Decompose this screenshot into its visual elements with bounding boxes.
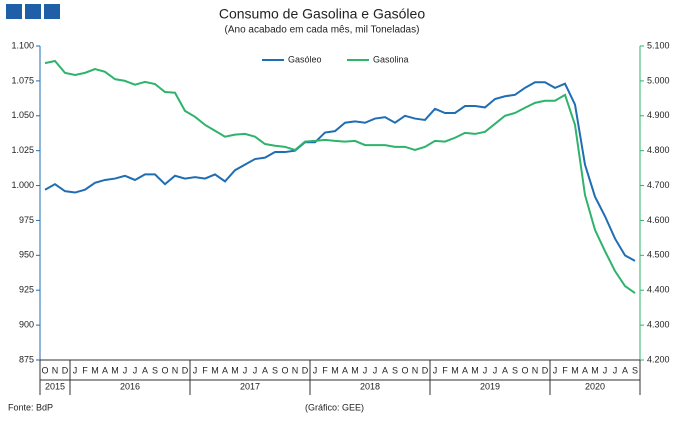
legend-label: Gasolina (373, 54, 409, 64)
x-tick-label: O (161, 365, 168, 375)
y-tick-label: 875 (19, 354, 34, 364)
x-tick-label: D (542, 365, 549, 375)
x-tick-label: J (133, 365, 138, 375)
year-label: 2019 (480, 381, 500, 391)
x-tick-label: J (123, 365, 128, 375)
x-tick-label: J (73, 365, 78, 375)
year-label: 2020 (585, 381, 605, 391)
y2-tick-label: 4.900 (647, 110, 670, 120)
x-tick-label: A (582, 365, 588, 375)
x-tick-label: A (462, 365, 468, 375)
x-tick-label: S (152, 365, 158, 375)
x-tick-label: D (422, 365, 429, 375)
x-tick-label: N (292, 365, 299, 375)
chart-subtitle: (Ano acabado em cada mês, mil Toneladas) (225, 25, 420, 36)
y2-tick-label: 5.100 (647, 40, 670, 50)
credit: (Gráfico: GEE) (305, 402, 364, 412)
x-tick-label: J (243, 365, 248, 375)
x-tick-label: O (41, 365, 48, 375)
x-tick-label: N (412, 365, 419, 375)
x-tick-label: A (222, 365, 228, 375)
x-tick-label: M (331, 365, 339, 375)
y2-tick-label: 5.000 (647, 75, 670, 85)
x-tick-label: S (512, 365, 518, 375)
y-tick-label: 1.000 (11, 180, 34, 190)
x-tick-label: M (111, 365, 119, 375)
year-label: 2018 (360, 381, 380, 391)
x-tick-label: A (142, 365, 148, 375)
x-tick-label: J (483, 365, 488, 375)
x-tick-label: J (253, 365, 258, 375)
x-tick-label: J (373, 365, 378, 375)
x-tick-label: O (281, 365, 288, 375)
x-tick-label: J (553, 365, 558, 375)
y-tick-label: 1.075 (11, 75, 34, 85)
series-line (44, 59, 636, 294)
y2-tick-label: 4.400 (647, 285, 670, 295)
x-tick-label: O (521, 365, 528, 375)
logo-block (25, 4, 41, 19)
y-tick-label: 1.025 (11, 145, 34, 155)
x-tick-label: F (82, 365, 88, 375)
x-tick-label: M (591, 365, 599, 375)
y2-tick-label: 4.800 (647, 145, 670, 155)
y2-tick-label: 4.300 (647, 319, 670, 329)
x-tick-label: M (91, 365, 99, 375)
x-tick-label: A (342, 365, 348, 375)
y2-tick-label: 4.500 (647, 250, 670, 260)
year-label: 2017 (240, 381, 260, 391)
logo-block (44, 4, 60, 19)
x-tick-label: N (172, 365, 179, 375)
x-tick-label: D (302, 365, 309, 375)
x-tick-label: F (562, 365, 568, 375)
y-tick-label: 1.050 (11, 110, 34, 120)
x-tick-label: A (102, 365, 108, 375)
x-tick-label: J (613, 365, 618, 375)
x-tick-label: N (52, 365, 59, 375)
legend-label: Gasóleo (288, 54, 322, 64)
y-tick-label: 950 (19, 250, 34, 260)
x-tick-label: J (313, 365, 318, 375)
y2-tick-label: 4.200 (647, 354, 670, 364)
y-tick-label: 925 (19, 285, 34, 295)
x-tick-label: D (182, 365, 189, 375)
y-tick-label: 900 (19, 319, 34, 329)
x-tick-label: J (433, 365, 438, 375)
y2-tick-label: 4.600 (647, 215, 670, 225)
x-tick-label: A (502, 365, 508, 375)
x-tick-label: M (571, 365, 579, 375)
x-tick-label: A (622, 365, 628, 375)
series-line (44, 81, 636, 262)
x-tick-label: S (272, 365, 278, 375)
x-tick-label: A (382, 365, 388, 375)
x-tick-label: M (471, 365, 479, 375)
y2-tick-label: 4.700 (647, 180, 670, 190)
x-tick-label: M (351, 365, 359, 375)
x-tick-label: N (532, 365, 539, 375)
x-tick-label: M (231, 365, 239, 375)
year-label: 2016 (120, 381, 140, 391)
x-tick-label: D (62, 365, 69, 375)
x-tick-label: F (442, 365, 448, 375)
x-tick-label: S (392, 365, 398, 375)
x-tick-label: J (493, 365, 498, 375)
x-tick-label: J (363, 365, 368, 375)
source: Fonte: BdP (8, 402, 53, 412)
y-tick-label: 975 (19, 215, 34, 225)
x-tick-label: S (632, 365, 638, 375)
x-tick-label: F (322, 365, 328, 375)
x-tick-label: F (202, 365, 208, 375)
chart-title: Consumo de Gasolina e Gasóleo (219, 6, 425, 22)
x-tick-label: J (193, 365, 198, 375)
y-tick-label: 1.100 (11, 40, 34, 50)
logo-block (6, 4, 22, 19)
year-label: 2015 (45, 381, 65, 391)
x-tick-label: M (451, 365, 459, 375)
x-tick-label: J (603, 365, 608, 375)
x-tick-label: M (211, 365, 219, 375)
x-tick-label: O (401, 365, 408, 375)
x-tick-label: A (262, 365, 268, 375)
